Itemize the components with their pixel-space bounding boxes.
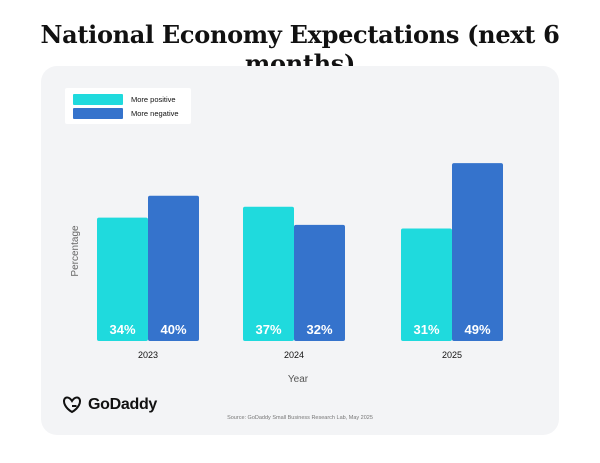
legend-label-negative: More negative <box>131 109 179 118</box>
bar-2025-negative <box>452 163 503 341</box>
bar-group: 34% 40% 2023 37% 32% 2024 31% 49% 2025 <box>97 163 503 360</box>
bar-label-2025-positive: 31% <box>413 322 439 337</box>
bar-label-2024-positive: 37% <box>255 322 281 337</box>
legend-swatch-negative <box>73 108 123 119</box>
bar-label-2023-positive: 34% <box>109 322 135 337</box>
legend-item-negative: More negative <box>73 108 179 119</box>
legend: More positive More negative <box>65 88 191 124</box>
bar-2023-negative <box>148 195 199 341</box>
bar-label-2025-negative: 49% <box>464 322 490 337</box>
plot-area: Percentage Year 34% 40% 2023 37% 32% 2024 31% 4… <box>70 163 503 385</box>
source-note: Source: GoDaddy Small Business Research … <box>227 415 373 421</box>
bar-2023-positive <box>97 217 148 341</box>
x-tick-2025: 2025 <box>442 350 462 360</box>
legend-swatch-positive <box>73 94 123 105</box>
bar-2024-positive <box>243 206 294 341</box>
bar-2025-positive <box>401 228 452 341</box>
chart-title: National Economy Expectations (next 6 mo… <box>40 20 560 78</box>
godaddy-logo-icon <box>63 396 81 414</box>
x-tick-2023: 2023 <box>138 350 158 360</box>
bar-label-2024-negative: 32% <box>306 322 332 337</box>
legend-label-positive: More positive <box>131 95 176 104</box>
x-tick-2024: 2024 <box>284 350 304 360</box>
y-axis-label: Percentage <box>70 225 81 277</box>
legend-item-positive: More positive <box>73 94 176 105</box>
x-axis-label: Year <box>288 374 309 385</box>
chart-card: More positive More negative Percentage Y… <box>41 66 559 435</box>
godaddy-logo: GoDaddy <box>61 396 157 414</box>
bar-2024-negative <box>294 224 345 341</box>
bar-label-2023-negative: 40% <box>160 322 186 337</box>
godaddy-wordmark: GoDaddy <box>88 396 158 413</box>
